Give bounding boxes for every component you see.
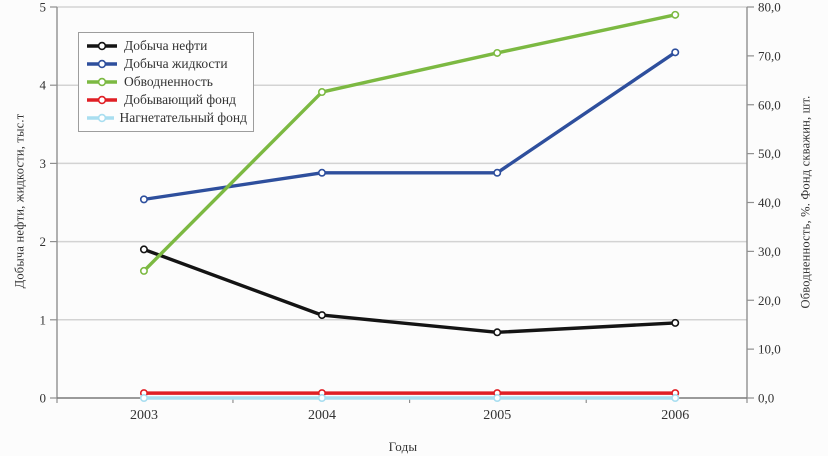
left-tick-label: 5 xyxy=(40,0,47,15)
series-marker-1 xyxy=(139,195,148,204)
series-marker-2 xyxy=(493,48,502,57)
legend-swatch-icon xyxy=(87,96,117,105)
legend-label: Нагнетательный фонд xyxy=(119,110,247,126)
legend-item-4: Нагнетательный фонд xyxy=(86,111,247,126)
legend-item-1: Добыча жидкости xyxy=(86,57,247,72)
right-tick-label: 30,0 xyxy=(758,244,781,259)
series-marker-0 xyxy=(671,318,680,327)
right-tick-label: 80,0 xyxy=(758,0,781,15)
series-marker-2 xyxy=(317,88,326,97)
legend-swatch-icon xyxy=(87,42,117,51)
right-tick-label: 60,0 xyxy=(758,97,781,112)
series-line-1 xyxy=(143,50,677,202)
series-marker-4 xyxy=(139,393,148,402)
x-tick-label: 2006 xyxy=(661,408,689,423)
legend-item-2: Обводненность xyxy=(86,75,247,90)
right-tick-label: 10,0 xyxy=(758,342,781,357)
series-marker-0 xyxy=(493,328,502,337)
series-marker-1 xyxy=(493,168,502,177)
legend-item-3: Добывающий фонд xyxy=(86,93,247,108)
left-axis-title: Добыча нефти, жидкости, тыс.т xyxy=(12,113,27,289)
legend-swatch-icon xyxy=(87,114,114,123)
left-tick-label: 4 xyxy=(40,78,47,93)
right-tick-label: 40,0 xyxy=(758,195,781,210)
legend-label: Добыча жидкости xyxy=(124,56,228,72)
series-marker-0 xyxy=(317,311,326,320)
right-tick-label: 70,0 xyxy=(758,48,781,63)
left-tick-label: 0 xyxy=(40,391,47,406)
x-axis-title: Годы xyxy=(388,439,418,454)
legend-swatch-icon xyxy=(87,78,117,87)
legend-label: Обводненность xyxy=(124,74,213,90)
left-tick-label: 2 xyxy=(40,234,47,249)
right-tick-label: 0,0 xyxy=(758,391,774,406)
left-tick-label: 1 xyxy=(40,312,47,327)
right-axis-title: Обводненность, %. Фонд скважин, шт. xyxy=(798,95,813,309)
series-marker-4 xyxy=(317,393,326,402)
legend: Добыча нефти Добыча жидкости Обводненность… xyxy=(78,32,254,132)
legend-swatch-icon xyxy=(87,60,117,69)
right-tick-label: 50,0 xyxy=(758,146,781,161)
right-tick-label: 20,0 xyxy=(758,293,781,308)
series-marker-4 xyxy=(671,393,680,402)
x-tick-label: 2003 xyxy=(130,408,158,423)
x-tick-label: 2004 xyxy=(308,408,336,423)
series-marker-1 xyxy=(317,168,326,177)
x-tick-label: 2005 xyxy=(483,408,511,423)
series-marker-2 xyxy=(139,266,148,275)
series-marker-2 xyxy=(671,10,680,19)
legend-item-0: Добыча нефти xyxy=(86,39,247,54)
legend-label: Добывающий фонд xyxy=(124,92,236,108)
series-line-0 xyxy=(143,247,676,335)
legend-label: Добыча нефти xyxy=(124,38,208,54)
left-tick-label: 3 xyxy=(40,156,47,171)
series-marker-4 xyxy=(493,393,502,402)
series-marker-1 xyxy=(671,48,680,57)
series-line-2 xyxy=(142,13,676,273)
series-marker-0 xyxy=(139,245,148,254)
